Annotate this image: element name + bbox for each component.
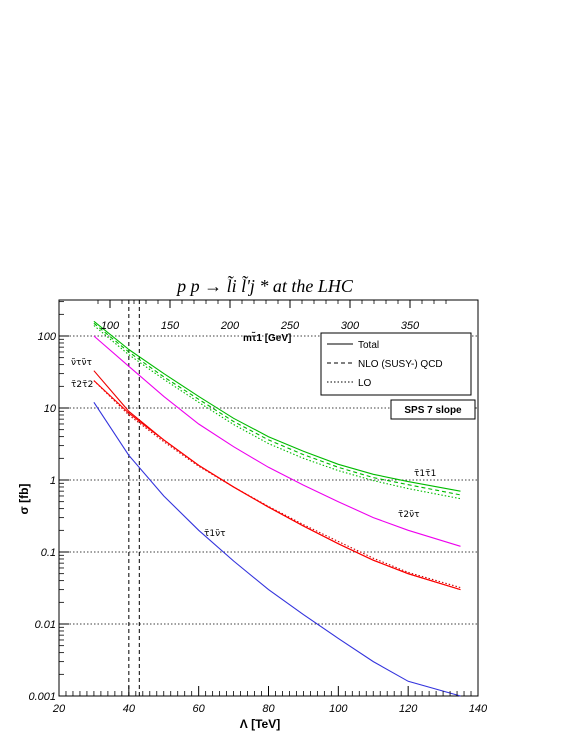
vertical-reference-lines xyxy=(128,300,140,696)
curve-label: ν̃τν̃τ xyxy=(71,358,92,368)
legend-entries: Total NLO (SUSY-) QCD LO xyxy=(327,340,443,389)
x-tick-label: 20 xyxy=(52,703,66,715)
chart-title: p p → l̃i l̃'j * at the LHC xyxy=(175,275,354,296)
curve-label: τ̃2τ̃2 xyxy=(71,380,93,390)
y-tick-label: 1 xyxy=(50,475,56,487)
x2-tick-label: 350 xyxy=(401,320,420,332)
benchmark-box-frame xyxy=(390,399,476,420)
x-tick-label: 40 xyxy=(123,703,136,715)
x-tick-label: 60 xyxy=(193,703,206,715)
x2-tick-label: 150 xyxy=(161,320,180,332)
legend-box xyxy=(320,332,472,396)
top-axis-layer: 100 150 200 250 300 350 xyxy=(97,300,447,332)
series-line xyxy=(93,322,461,496)
legend: Total NLO (SUSY-) QCD LO xyxy=(320,332,472,396)
x2-tick-label: 200 xyxy=(220,320,240,332)
series-line xyxy=(93,320,461,492)
y-axis-label: σ [fb] xyxy=(17,484,31,515)
x-tick-label: 140 xyxy=(469,703,488,715)
x-axis-label: Λ [TeV] xyxy=(240,717,280,731)
legend-label: LO xyxy=(358,378,372,389)
x2-tick-label: 300 xyxy=(341,320,360,332)
benchmark-label: SPS 7 slope xyxy=(404,405,462,416)
x-tick-label: 120 xyxy=(399,703,418,715)
x-tick-label: 100 xyxy=(329,703,348,715)
series-line xyxy=(93,401,461,697)
y-tick-label: 0.1 xyxy=(41,547,56,559)
curve-labels: τ̃1τ̃1 τ̃2ν̃τ τ̃2τ̃2 ν̃τν̃τ τ̃1ν̃τ xyxy=(71,358,436,539)
legend-label: Total xyxy=(358,340,379,351)
y-tick-label: 0.001 xyxy=(28,691,56,703)
series-layer xyxy=(93,320,461,697)
y-tick-label: 100 xyxy=(38,331,57,343)
legend-label: NLO (SUSY-) QCD xyxy=(358,359,443,370)
x-tick-label: 80 xyxy=(262,703,275,715)
benchmark-box: SPS 7 slope xyxy=(390,399,476,420)
series-line xyxy=(93,380,461,589)
series-line xyxy=(93,335,461,547)
series-line xyxy=(93,325,461,500)
axis-layer: 0.001 0.01 0.1 1 10 100 20 40 60 80 100 120 140 xyxy=(28,301,488,715)
x2-tick-label: 250 xyxy=(280,320,300,332)
y-tick-label: 10 xyxy=(44,403,57,415)
curve-label: τ̃1τ̃1 xyxy=(414,469,436,479)
series-line xyxy=(93,380,461,591)
y-tick-label: 0.01 xyxy=(35,619,56,631)
x2-axis-label: mτ̃1 [GeV] xyxy=(243,331,291,344)
curve-label: τ̃2ν̃τ xyxy=(398,510,420,520)
x2-tick-label: 100 xyxy=(101,320,120,332)
curve-label: τ̃1ν̃τ xyxy=(204,529,226,539)
